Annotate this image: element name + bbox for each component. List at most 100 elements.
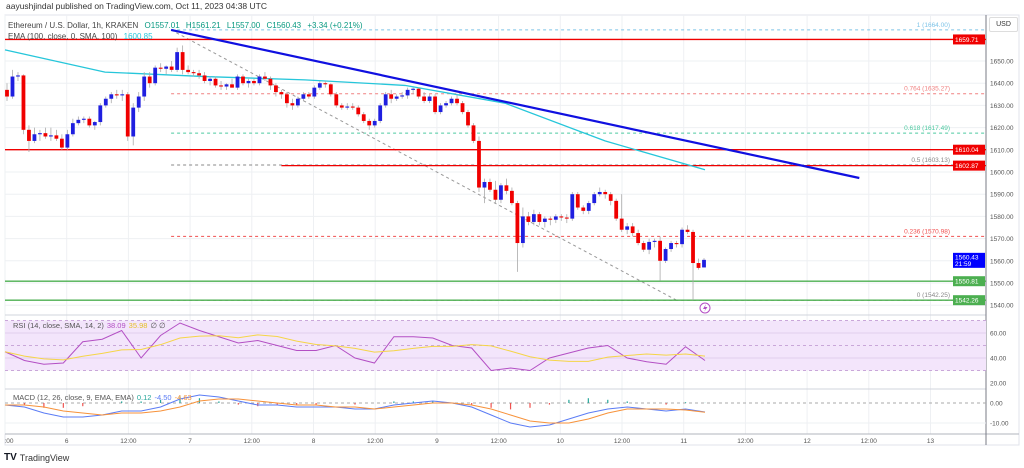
candle-bullish [586, 203, 591, 211]
candle-bearish [21, 75, 26, 130]
candle-bullish [103, 98, 108, 106]
symbol-label: Ethereum / U.S. Dollar, 1h, KRAKEN [8, 21, 139, 30]
candle-bearish [27, 129, 31, 141]
macd-line [4, 394, 706, 428]
footer-brand: TradingView [19, 452, 70, 463]
chart-frame [4, 14, 1020, 446]
candle-bullish [317, 83, 322, 88]
candle-bearish [658, 240, 662, 261]
candle-bearish [515, 203, 520, 244]
candle-bullish [142, 76, 147, 97]
candle-bullish [597, 191, 602, 195]
price-axis-label: 1570.00 [990, 236, 1014, 243]
time-axis-label: 12:00 [367, 438, 384, 445]
price-level-tag-label: 1550.81 [955, 279, 979, 286]
ema-value: 1600.85 [123, 32, 153, 41]
candle-bullish [246, 80, 251, 84]
fib-level-label: 1 (1664.00) [917, 22, 950, 29]
rsi-legend: RSI (14, close, SMA, 14, 2) 38.09 35.98 ∅ ∅ [13, 321, 166, 330]
time-axis-label: 12:00 [120, 438, 137, 445]
candle-bearish [537, 214, 542, 222]
rsi-legend-value: 38.09 [107, 321, 126, 330]
time-axis-label: 11 [680, 438, 687, 445]
candle-bullish [444, 103, 448, 106]
candle-bearish [158, 67, 163, 69]
time-axis-label: 12:00 [737, 438, 754, 445]
candle-bearish [334, 94, 339, 106]
candle-bearish [691, 231, 695, 264]
macd-legend-label: MACD (12, 26, close, 9, EMA, EMA) [13, 393, 134, 402]
candle-bearish [114, 94, 119, 96]
candle-bearish [263, 76, 267, 79]
candle-bearish [564, 217, 569, 219]
candle-bearish [685, 229, 690, 232]
candle-bearish [559, 216, 564, 218]
price-axis-label: 1620.00 [990, 125, 1014, 132]
candle-bearish [180, 52, 185, 70]
candle-bearish [213, 78, 218, 86]
price-level-tag [953, 144, 985, 155]
candle-bullish [208, 78, 212, 81]
candle-bullish [663, 249, 668, 261]
candle-bearish [641, 243, 646, 250]
candle-bullish [680, 229, 684, 245]
last-price-tag [953, 252, 985, 268]
candle-bearish [619, 218, 624, 230]
candle-bullish [553, 216, 558, 220]
candle-bearish [460, 103, 465, 113]
candle-bullish [109, 94, 114, 99]
candle-bullish [301, 94, 306, 99]
time-axis-label: :00 [4, 438, 13, 445]
candle-bullish [411, 88, 416, 90]
price-level-tag-label: 1542.26 [955, 298, 979, 305]
time-axis-label: 12:00 [244, 438, 261, 445]
candle-bullish [499, 185, 503, 200]
fib-level-label: 0 (1542.25) [917, 292, 950, 299]
candle-bearish [361, 114, 366, 121]
candle-bullish [400, 95, 405, 97]
chart-legend: Ethereum / U.S. Dollar, 1h, KRAKEN O1557… [8, 20, 367, 42]
rsi-axis-label: 20.00 [990, 381, 1007, 388]
macd-axis-label: 0.00 [990, 401, 1003, 408]
candle-bearish [603, 191, 608, 195]
candle-bullish [175, 52, 180, 70]
candle-bearish [471, 125, 476, 141]
ema-100-line [4, 49, 706, 171]
candle-bullish [38, 133, 42, 135]
candle-bearish [279, 92, 284, 95]
publish-header: aayushjindal published on TradingView.co… [6, 1, 267, 11]
candle-bearish [197, 73, 201, 76]
currency-button[interactable]: USD [989, 17, 1018, 32]
candle-bullish [531, 214, 536, 222]
price-axis-label: 1630.00 [990, 103, 1014, 110]
candle-bearish [323, 83, 328, 85]
price-axis-label: 1600.00 [990, 170, 1014, 177]
time-axis-label: 10 [557, 438, 565, 445]
candle-bullish [669, 243, 673, 250]
rsi-legend-extra: ∅ ∅ [150, 321, 166, 330]
tradingview-logo-icon: TV [4, 452, 17, 463]
price-axis-label: 1540.00 [990, 303, 1014, 310]
candle-bullish [542, 218, 547, 222]
candle-bearish [356, 107, 361, 115]
candle-bearish [290, 103, 295, 106]
bearish-trendline [170, 28, 860, 180]
candle-bearish [191, 72, 196, 74]
macd-legend-hist-value: 0.12 [137, 393, 152, 402]
candle-bearish [186, 69, 191, 73]
rsi-legend-label: RSI (14, close, SMA, 14, 2) [13, 321, 104, 330]
time-axis-label: 12:00 [861, 438, 878, 445]
candle-bearish [59, 138, 64, 148]
candle-bullish [378, 105, 383, 121]
rsi-line [4, 322, 706, 372]
candle-bearish [477, 140, 481, 188]
lightning-icon-glyph [703, 304, 708, 312]
candle-bullish [592, 194, 597, 204]
candle-bearish [328, 84, 333, 95]
bar-countdown: 21:59 [955, 261, 972, 268]
price-level-tag [953, 34, 985, 45]
candle-bearish [54, 135, 59, 139]
candle-bearish [169, 66, 174, 70]
time-axis-label: 8 [312, 438, 316, 445]
